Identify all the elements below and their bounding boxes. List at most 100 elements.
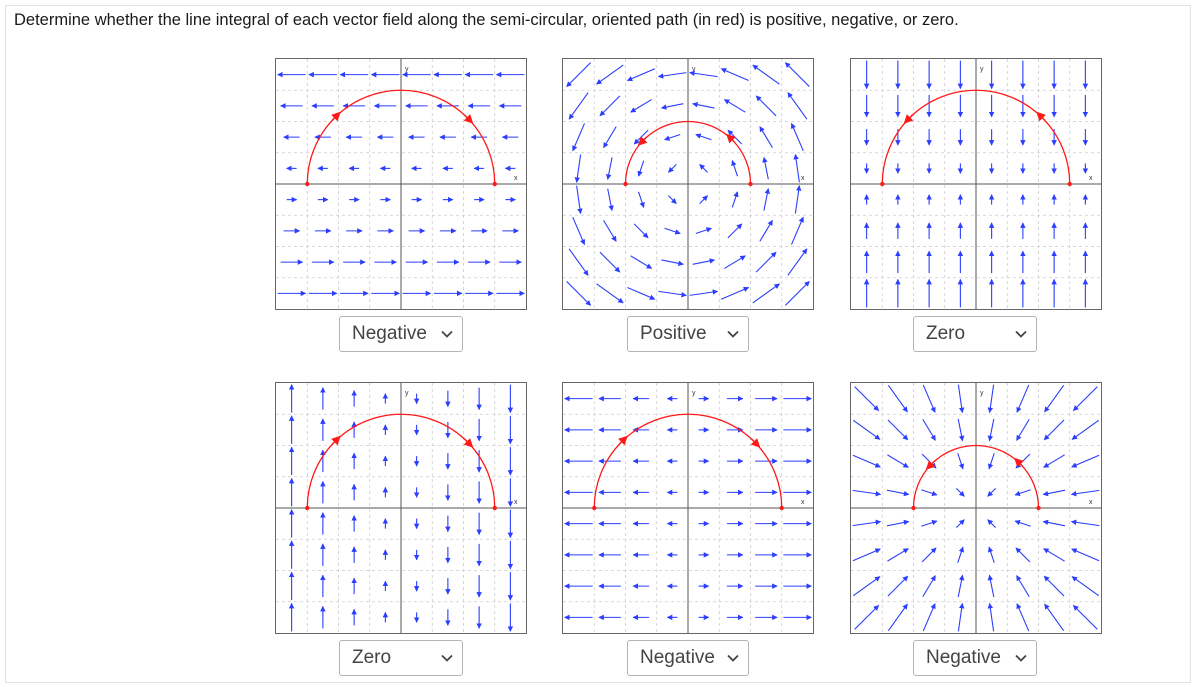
field-arrow — [987, 519, 996, 528]
field-arrow — [752, 64, 780, 85]
field-arrow — [854, 386, 880, 412]
field-arrow — [1015, 547, 1031, 563]
field-arrow — [957, 453, 965, 470]
field-arrow — [887, 419, 909, 441]
chevron-down-icon — [440, 651, 454, 665]
path-endpoint — [1036, 505, 1041, 511]
field-arrow — [887, 384, 908, 413]
field-arrow — [887, 603, 908, 632]
field-arrow — [755, 251, 777, 273]
field-arrow — [787, 248, 808, 276]
field-arrow — [596, 283, 624, 304]
path-endpoint — [623, 181, 628, 187]
field-arrow — [692, 258, 716, 265]
field-arrow — [887, 575, 909, 597]
oriented-path — [306, 89, 496, 185]
answer-select-4-value: Zero — [352, 647, 392, 668]
vector-field-svg: xy — [276, 383, 526, 633]
answer-select-1[interactable]: Negative — [339, 316, 463, 352]
field-arrow — [1070, 489, 1100, 497]
field-arrow — [689, 70, 718, 78]
field-arrow — [922, 603, 936, 632]
field-arrow — [1043, 548, 1065, 562]
x-axis-label: x — [514, 499, 518, 506]
answer-select-4[interactable]: Zero — [339, 640, 463, 676]
field-arrow — [763, 188, 771, 211]
path-direction-arrow — [726, 133, 736, 144]
field-arrow — [987, 418, 995, 442]
y-axis-label: y — [980, 390, 984, 397]
field-arrow — [887, 548, 909, 562]
field-arrow — [987, 546, 995, 563]
y-axis-label: y — [692, 66, 696, 73]
oriented-path — [306, 413, 496, 509]
field-arrow — [957, 384, 965, 414]
y-axis-label: y — [405, 66, 409, 73]
field-arrow — [852, 454, 881, 468]
field-arrow — [668, 195, 677, 204]
field-arrow — [664, 227, 681, 235]
field-arrow — [603, 126, 617, 149]
field-arrow — [720, 286, 750, 300]
field-arrow — [630, 99, 652, 113]
answer-select-5-value: Negative — [640, 647, 715, 668]
field-arrow — [790, 122, 804, 152]
field-arrow — [1071, 454, 1100, 468]
field-arrow — [987, 384, 995, 414]
field-arrow — [1016, 603, 1030, 632]
path-endpoint — [492, 181, 497, 187]
field-arrow — [1072, 386, 1098, 412]
field-arrow — [695, 227, 712, 235]
answer-select-2[interactable]: Positive — [627, 316, 749, 352]
field-arrow — [1016, 384, 1030, 413]
field-arrow — [1042, 519, 1066, 527]
x-axis-label: x — [1089, 175, 1093, 182]
field-arrow — [1014, 519, 1031, 527]
field-arrow — [957, 418, 965, 442]
field-arrow — [956, 488, 965, 497]
field-arrow — [568, 248, 589, 276]
path-endpoint — [1067, 181, 1072, 187]
field-arrow — [692, 101, 715, 109]
field-arrow — [1043, 575, 1065, 597]
field-arrow — [1071, 419, 1100, 440]
chevron-down-icon — [726, 651, 740, 665]
answer-select-2-value: Positive — [640, 323, 707, 344]
answer-select-6[interactable]: Negative — [913, 640, 1037, 676]
field-arrow — [852, 519, 882, 527]
field-arrow — [790, 216, 804, 245]
field-arrow — [1016, 575, 1030, 597]
field-arrow — [852, 419, 881, 440]
field-arrow — [794, 185, 802, 214]
answer-select-6-value: Negative — [926, 647, 1001, 668]
field-arrow — [987, 574, 995, 598]
field-arrow — [727, 223, 743, 239]
field-arrow — [657, 72, 687, 79]
field-arrow — [922, 575, 936, 597]
field-arrow — [784, 62, 810, 88]
field-arrow — [957, 602, 965, 632]
field-arrow — [1070, 519, 1100, 527]
y-axis-label: y — [692, 390, 696, 397]
field-arrow — [1072, 604, 1098, 630]
field-arrow — [603, 220, 617, 242]
path-direction-arrow — [903, 114, 914, 124]
field-arrow — [922, 419, 936, 441]
answer-select-1-value: Negative — [352, 323, 427, 344]
field-arrow — [596, 64, 624, 85]
answer-select-3[interactable]: Zero — [913, 316, 1037, 352]
path-endpoint — [911, 505, 916, 511]
path-endpoint — [779, 505, 784, 511]
field-arrow — [576, 185, 583, 215]
field-arrow — [731, 160, 739, 177]
field-arrow — [1044, 384, 1065, 413]
field-arrow — [987, 488, 996, 497]
field-arrow — [1042, 489, 1066, 497]
chevron-down-icon — [1014, 651, 1028, 665]
oriented-path — [593, 413, 783, 509]
answer-select-5[interactable]: Negative — [627, 640, 749, 676]
